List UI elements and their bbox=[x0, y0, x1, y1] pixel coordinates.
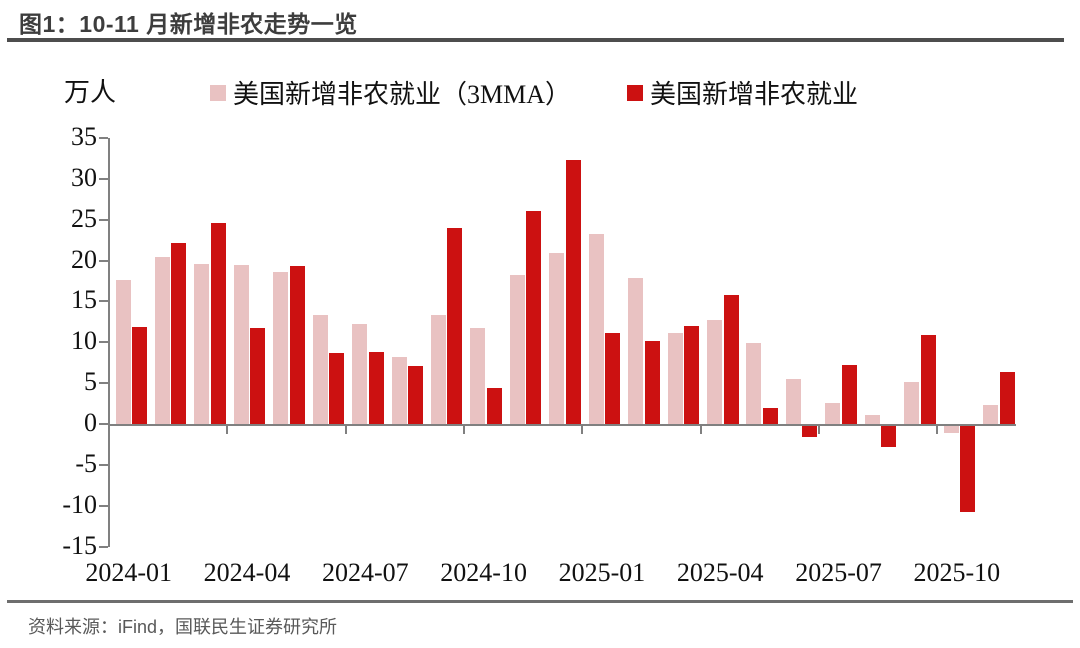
bar-3mma bbox=[746, 343, 762, 424]
y-axis-tick bbox=[99, 218, 108, 221]
y-axis-tick bbox=[99, 300, 108, 303]
y-axis-line bbox=[108, 138, 110, 547]
bar-3mma bbox=[707, 320, 723, 424]
bar-monthly bbox=[368, 352, 384, 424]
bar-monthly bbox=[526, 210, 542, 424]
x-tick-label: 2024-07 bbox=[321, 558, 409, 587]
bar-3mma bbox=[983, 405, 999, 424]
bar-3mma bbox=[154, 257, 170, 424]
y-tick-label: 10 bbox=[71, 326, 97, 356]
y-axis-tick bbox=[99, 545, 108, 548]
bar-3mma bbox=[115, 280, 131, 424]
bar-monthly bbox=[644, 340, 660, 424]
y-axis-tick bbox=[99, 259, 108, 262]
x-tick-label: 2025-07 bbox=[795, 558, 882, 587]
y-tick-label: 25 bbox=[71, 203, 97, 233]
x-axis-tick bbox=[344, 426, 347, 434]
bar-3mma bbox=[273, 272, 289, 424]
source-note: 资料来源：iFind，国联民生证券研究所 bbox=[28, 617, 338, 637]
bar-monthly bbox=[329, 352, 345, 424]
bar-3mma bbox=[628, 277, 644, 424]
footer-divider bbox=[7, 600, 1073, 603]
bar-monthly bbox=[210, 223, 226, 424]
legend-swatch-monthly-icon bbox=[627, 84, 644, 101]
bar-3mma bbox=[194, 263, 210, 424]
title-divider bbox=[7, 38, 1064, 42]
bar-3mma bbox=[825, 402, 841, 424]
legend-label-monthly: 美国新增非农就业 bbox=[650, 80, 859, 109]
zero-line bbox=[108, 424, 1016, 426]
x-tick-label: 2025-04 bbox=[676, 558, 764, 587]
bar-monthly bbox=[999, 371, 1015, 424]
bar-3mma bbox=[549, 253, 565, 424]
bar-monthly bbox=[802, 426, 818, 437]
bar-3mma bbox=[233, 264, 249, 424]
bar-monthly bbox=[920, 334, 936, 424]
x-tick-label: 2024-01 bbox=[85, 558, 173, 587]
bar-monthly bbox=[960, 426, 976, 512]
bar-3mma bbox=[312, 315, 328, 424]
x-axis-tick bbox=[699, 426, 702, 434]
bar-monthly bbox=[447, 227, 463, 424]
y-tick-label: 0 bbox=[84, 408, 97, 437]
bar-monthly bbox=[684, 325, 700, 424]
bar-3mma bbox=[904, 381, 920, 424]
y-axis-tick bbox=[99, 137, 108, 140]
x-axis-tick bbox=[462, 426, 465, 434]
bar-3mma bbox=[470, 327, 486, 424]
bar-3mma bbox=[391, 357, 407, 424]
y-axis-tick bbox=[99, 341, 108, 344]
y-tick-label: 15 bbox=[71, 285, 97, 315]
y-tick-label: 35 bbox=[71, 122, 97, 152]
bar-3mma bbox=[943, 426, 959, 433]
y-axis-tick bbox=[99, 177, 108, 180]
x-axis-tick bbox=[581, 426, 584, 434]
x-axis-tick bbox=[817, 426, 820, 434]
bar-monthly bbox=[132, 326, 147, 424]
x-tick-label: 2025-10 bbox=[913, 558, 1001, 587]
legend-label-3mma: 美国新增非农就业（3MMA） bbox=[233, 80, 572, 109]
x-axis-tick bbox=[226, 426, 229, 434]
legend-item-monthly: 美国新增非农就业 bbox=[627, 74, 858, 111]
x-axis-tick bbox=[936, 426, 939, 434]
y-axis-unit-label: 万人 bbox=[64, 78, 117, 107]
bar-monthly bbox=[408, 365, 424, 424]
y-axis-tick bbox=[99, 463, 108, 466]
bar-monthly bbox=[486, 388, 502, 424]
y-tick-label: -10 bbox=[62, 489, 97, 519]
bar-monthly bbox=[250, 327, 266, 424]
chart-legend: 美国新增非农就业（3MMA） 美国新增非农就业 bbox=[210, 74, 858, 111]
bar-monthly bbox=[841, 365, 857, 424]
y-tick-label: -5 bbox=[75, 448, 97, 478]
x-tick-label: 2024-04 bbox=[203, 558, 291, 587]
bar-monthly bbox=[881, 426, 897, 448]
y-axis-tick bbox=[99, 423, 108, 425]
bar-3mma bbox=[588, 234, 604, 424]
bar-monthly bbox=[723, 294, 739, 424]
bar-3mma bbox=[785, 379, 801, 424]
y-axis-tick bbox=[99, 382, 108, 385]
figure-title: 图1：10-11 月新增非农走势一览 bbox=[19, 11, 358, 37]
y-tick-label: 5 bbox=[84, 367, 97, 397]
bar-monthly bbox=[605, 333, 621, 424]
bar-monthly bbox=[171, 242, 187, 424]
bar-monthly bbox=[565, 160, 581, 424]
bar-monthly bbox=[762, 408, 778, 424]
y-tick-label: -15 bbox=[62, 530, 97, 560]
bar-monthly bbox=[289, 266, 305, 424]
bar-3mma bbox=[430, 315, 446, 424]
legend-item-3mma: 美国新增非农就业（3MMA） bbox=[210, 74, 571, 111]
bar-3mma bbox=[667, 333, 683, 424]
x-tick-label: 2025-01 bbox=[558, 558, 646, 587]
bar-3mma bbox=[864, 415, 880, 424]
y-tick-label: 20 bbox=[71, 244, 97, 274]
y-axis-tick bbox=[99, 504, 108, 507]
bar-3mma bbox=[509, 275, 525, 424]
x-tick-label: 2024-10 bbox=[440, 558, 527, 587]
legend-swatch-3mma-icon bbox=[210, 84, 226, 101]
bar-3mma bbox=[352, 323, 368, 424]
y-tick-label: 30 bbox=[71, 162, 97, 192]
